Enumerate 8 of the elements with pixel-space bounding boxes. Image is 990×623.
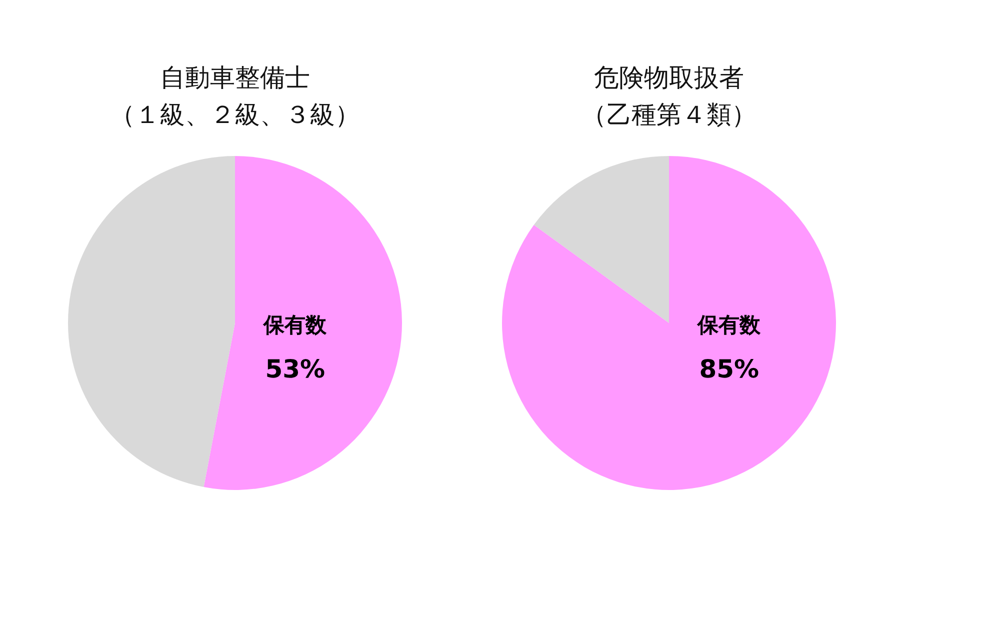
data-label: 53% (265, 354, 326, 384)
chart-subtitle: （乙種第４類） (582, 100, 756, 129)
chart-title: 自動車整備士 (160, 63, 310, 92)
data-label: 85% (699, 354, 760, 384)
slice-label: 保有数 (696, 313, 762, 337)
slice-label: 保有数 (262, 313, 328, 337)
chart-title: 危険物取扱者 (594, 63, 744, 92)
chart-subtitle: （１級、２級、３級） (110, 100, 360, 129)
